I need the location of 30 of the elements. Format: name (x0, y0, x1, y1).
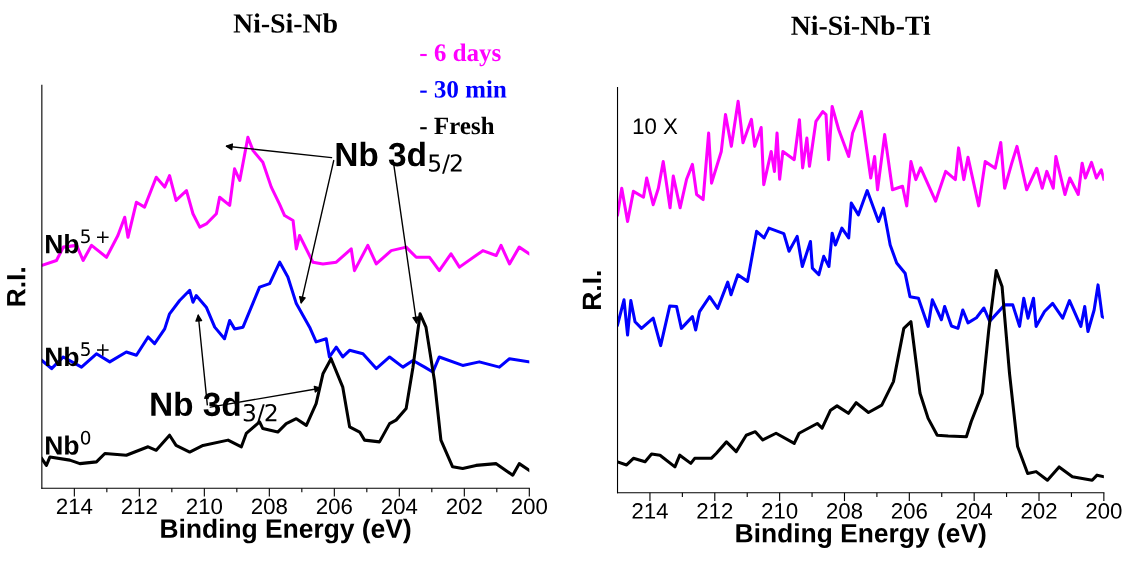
text: - Fresh (420, 116, 495, 135)
y-axis-title: R.I. (7, 268, 26, 306)
x-tick-label: 206 (316, 498, 352, 515)
chart-title: Ni-Si-Nb-Ti (791, 15, 931, 36)
x-tick-label: 212 (121, 498, 157, 515)
x-axis-title: Binding Energy (eV) (161, 518, 411, 544)
x-axis-title: Binding Energy (eV) (736, 523, 986, 548)
annotation: Nb$^{5+}$ (46, 229, 109, 254)
annotation: Nb$^{5+}$ (46, 342, 109, 367)
x-tick-label: 204 (381, 498, 418, 515)
x-tick-label: 200 (1086, 503, 1122, 519)
x-tick-label: 210 (762, 503, 798, 519)
x-tick-label: 202 (446, 498, 482, 515)
x-tick-label: 206 (891, 503, 927, 519)
chart-title: Ni-Si-Nb (233, 13, 337, 33)
x-tick-label: 214 (632, 503, 668, 519)
annotation: Nb 3d$_{5/2}$ (336, 141, 462, 174)
text: - 30 min (420, 80, 507, 98)
x-tick-label: 202 (1021, 503, 1057, 519)
x-tick-label: 212 (697, 503, 733, 519)
annotation: 10 X (633, 118, 678, 135)
text: - 6 days (420, 43, 501, 67)
x-tick-label: 208 (251, 498, 287, 515)
x-tick-label: 214 (56, 498, 93, 515)
annotation: Nb$^{0}$ (46, 430, 91, 455)
x-tick-label: 200 (511, 498, 547, 515)
x-tick-label: 204 (956, 503, 993, 519)
x-tick-label: 210 (186, 498, 223, 515)
y-axis-title: R.I. (582, 271, 601, 309)
x-tick-label: 208 (827, 503, 863, 519)
